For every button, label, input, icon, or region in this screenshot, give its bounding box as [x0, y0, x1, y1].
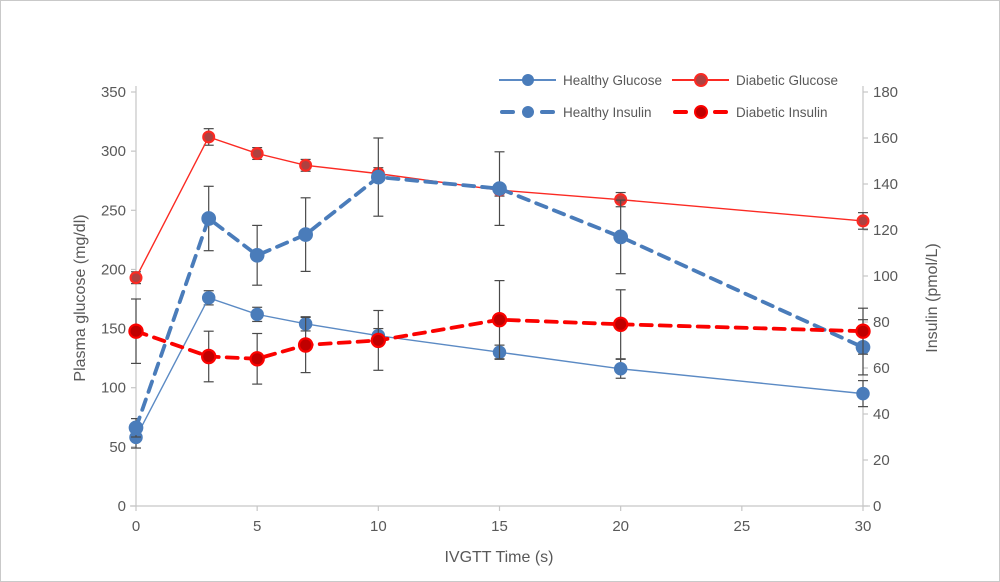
legend-item-diabetic-glucose: Diabetic Glucose [672, 71, 838, 89]
svg-text:100: 100 [873, 268, 898, 285]
svg-text:10: 10 [370, 518, 387, 535]
svg-text:0: 0 [132, 518, 140, 535]
legend-item-healthy-insulin: Healthy Insulin [499, 103, 652, 121]
svg-text:160: 160 [873, 130, 898, 147]
svg-text:30: 30 [855, 518, 872, 535]
svg-text:5: 5 [253, 518, 261, 535]
svg-text:350: 350 [101, 84, 126, 101]
legend-label-healthy-insulin: Healthy Insulin [563, 104, 652, 120]
legend-dash-sample-diabetic-insulin [672, 104, 729, 120]
svg-text:300: 300 [101, 143, 126, 160]
svg-text:40: 40 [873, 406, 890, 423]
svg-text:20: 20 [873, 452, 890, 469]
svg-text:15: 15 [491, 518, 508, 535]
svg-text:100: 100 [101, 380, 126, 397]
svg-text:80: 80 [873, 314, 890, 331]
legend-item-diabetic-insulin: Diabetic Insulin [672, 103, 828, 121]
svg-text:250: 250 [101, 202, 126, 219]
legend-label-diabetic-glucose: Diabetic Glucose [736, 72, 839, 88]
legend-dash-sample-healthy-insulin [499, 104, 556, 120]
svg-text:150: 150 [101, 321, 126, 338]
svg-text:0: 0 [873, 498, 881, 515]
legend-line-sample-diabetic-glucose [672, 72, 729, 88]
svg-text:180: 180 [873, 84, 898, 101]
svg-text:60: 60 [873, 360, 890, 377]
svg-text:25: 25 [733, 518, 750, 535]
svg-text:20: 20 [612, 518, 629, 535]
svg-text:140: 140 [873, 176, 898, 193]
legend-item-healthy-glucose: Healthy Glucose [499, 71, 662, 89]
legend-line-sample-healthy-glucose [499, 72, 556, 88]
legend-label-diabetic-insulin: Diabetic Insulin [736, 104, 828, 120]
svg-text:120: 120 [873, 222, 898, 239]
svg-text:200: 200 [101, 261, 126, 278]
svg-text:0: 0 [118, 498, 126, 515]
svg-text:50: 50 [109, 439, 126, 456]
legend-label-healthy-glucose: Healthy Glucose [563, 72, 663, 88]
